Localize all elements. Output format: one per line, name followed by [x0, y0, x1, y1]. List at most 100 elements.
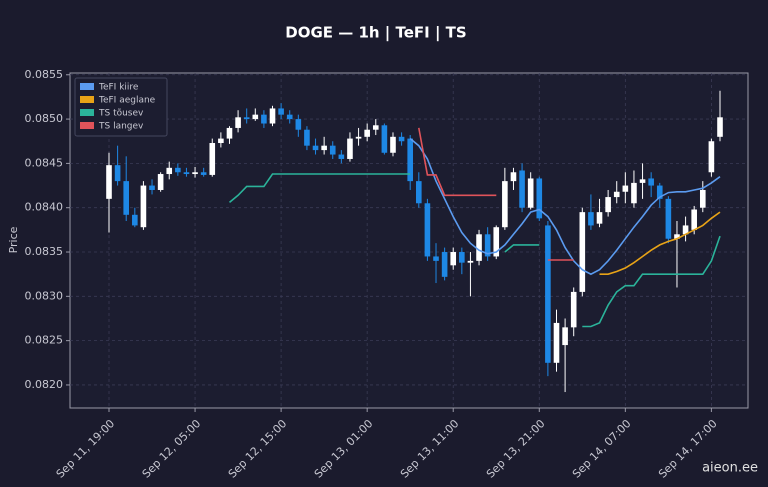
- candle-body: [192, 172, 198, 175]
- candle-body: [252, 114, 259, 120]
- candle-body: [295, 119, 302, 130]
- candle-body: [519, 170, 525, 208]
- candle-body: [441, 252, 448, 277]
- candle-body: [416, 181, 422, 204]
- candle-body: [321, 145, 327, 151]
- candle-body: [157, 174, 164, 190]
- candle-body: [502, 181, 508, 228]
- candle-body: [665, 198, 672, 239]
- candle-body: [355, 136, 362, 139]
- candle-body: [132, 214, 138, 226]
- candle-body: [372, 125, 379, 130]
- candle-body: [114, 165, 121, 182]
- candle-body: [648, 178, 654, 186]
- candle-body: [149, 185, 155, 190]
- legend-label: TeFI kiire: [98, 83, 139, 93]
- candle-body: [381, 125, 388, 153]
- legend-swatch: [80, 109, 94, 116]
- candle-body: [579, 212, 586, 292]
- candle-body: [235, 117, 241, 128]
- candle-body: [631, 182, 637, 204]
- y-tick-label: 0.0840: [25, 201, 64, 214]
- candle-body: [639, 179, 646, 183]
- candle-body: [269, 108, 276, 124]
- indicator-line: [409, 137, 721, 276]
- legend-swatch: [80, 96, 94, 103]
- candle-body: [278, 108, 284, 115]
- candle-body: [166, 167, 173, 175]
- legend-label: TeFI aeglane: [98, 96, 156, 106]
- candle-body: [286, 114, 293, 120]
- y-axis-label: Price: [7, 226, 20, 253]
- candle-body: [200, 172, 207, 175]
- y-tick-label: 0.0825: [25, 334, 64, 347]
- candle-body: [433, 256, 439, 261]
- candle-body: [329, 145, 336, 155]
- candle-body: [450, 252, 457, 266]
- candle-body: [510, 172, 517, 182]
- candle-body: [459, 252, 465, 263]
- candle-body: [674, 234, 680, 239]
- candle-body: [364, 129, 370, 137]
- candle-body: [536, 178, 543, 219]
- y-tick-label: 0.0830: [25, 289, 64, 302]
- y-tick-label: 0.0835: [25, 245, 64, 258]
- candle-body: [484, 234, 491, 257]
- legend-swatch: [80, 122, 94, 129]
- plot-area: [69, 72, 749, 409]
- candle-body: [699, 189, 706, 208]
- legend-label: TS langev: [98, 122, 144, 132]
- candle-body: [527, 178, 534, 208]
- candle-body: [226, 127, 233, 139]
- candle-body: [183, 172, 190, 175]
- candle-body: [304, 129, 310, 146]
- candle-body: [562, 327, 568, 346]
- y-tick-label: 0.0855: [25, 68, 64, 81]
- candle-body: [140, 185, 147, 228]
- candle-body: [622, 185, 629, 192]
- candle-body: [123, 181, 130, 215]
- chart-title: DOGE — 1h | TeFI | TS: [285, 24, 466, 43]
- y-tick-label: 0.0820: [25, 378, 64, 391]
- candle-body: [613, 191, 620, 198]
- watermark: aieon.ee: [702, 461, 758, 476]
- candle-body: [398, 136, 405, 142]
- candle-body: [338, 154, 345, 159]
- candle-body: [424, 203, 431, 257]
- candle-body: [656, 185, 663, 199]
- candle-body: [605, 197, 611, 213]
- y-tick-label: 0.0850: [25, 112, 64, 125]
- candle-body: [209, 143, 216, 175]
- candle-body: [407, 138, 413, 182]
- candle-body: [467, 260, 474, 263]
- candle-body: [717, 117, 723, 137]
- indicator-line: [228, 173, 721, 328]
- candle-body: [390, 136, 396, 153]
- candle-body: [691, 209, 697, 230]
- legend-box: [74, 77, 168, 137]
- candle-body: [553, 322, 560, 363]
- legend: TeFI kiire TeFI aeglane TS tõusev TS langev: [74, 77, 168, 137]
- candle-body: [682, 225, 689, 235]
- candle-body: [347, 138, 353, 159]
- legend-swatch: [80, 83, 94, 90]
- candle-body: [476, 234, 482, 261]
- candle-body: [218, 138, 224, 144]
- candle-body: [243, 117, 250, 120]
- legend-label: TS tõusev: [98, 109, 144, 119]
- candle-body: [175, 167, 181, 173]
- candle-body: [493, 227, 500, 257]
- candle-body: [545, 225, 551, 363]
- candle-body: [312, 145, 319, 151]
- candle-body: [596, 212, 603, 224]
- candle-body: [588, 212, 594, 226]
- indicator-line: [418, 127, 574, 261]
- candle-body: [106, 165, 112, 199]
- indicator-line: [599, 211, 721, 275]
- candle-body: [261, 114, 267, 124]
- candle-body: [570, 291, 577, 328]
- y-tick-label: 0.0845: [25, 156, 64, 169]
- candle-body: [708, 141, 715, 173]
